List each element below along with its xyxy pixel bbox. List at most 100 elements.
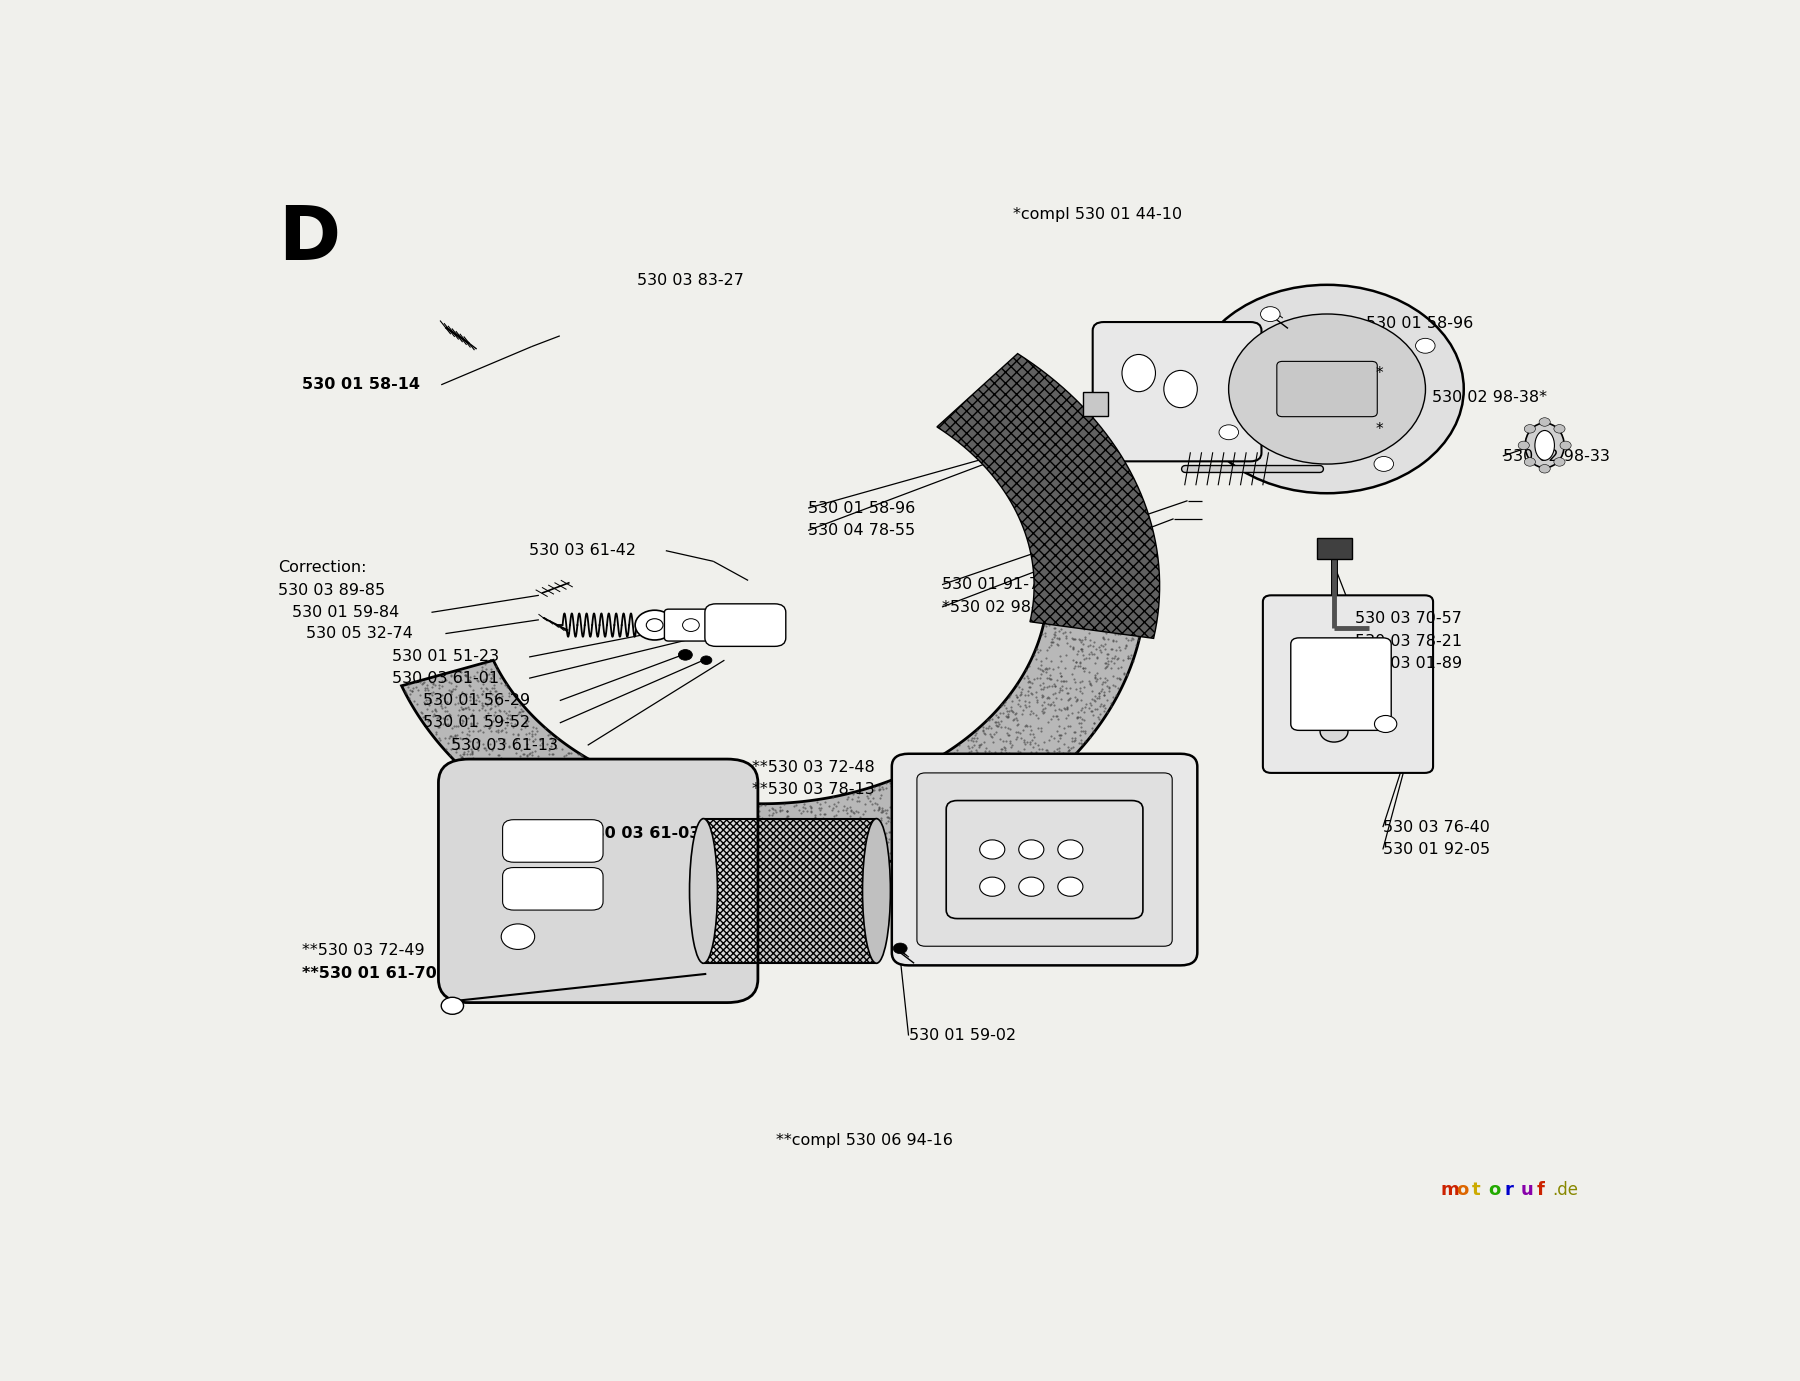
Point xyxy=(1130,557,1159,579)
Point xyxy=(869,830,898,852)
Point xyxy=(475,682,504,704)
Point xyxy=(446,661,475,684)
Point xyxy=(886,841,914,863)
Point xyxy=(1060,562,1089,584)
Point xyxy=(691,791,720,813)
FancyBboxPatch shape xyxy=(891,754,1197,965)
Point xyxy=(488,761,517,783)
Point xyxy=(472,706,500,728)
Point xyxy=(1060,686,1089,708)
Text: t: t xyxy=(1472,1181,1481,1199)
Point xyxy=(713,849,742,871)
Point xyxy=(1046,699,1075,721)
Text: 530 03 01-89: 530 03 01-89 xyxy=(1355,656,1462,671)
Point xyxy=(770,851,799,873)
Point xyxy=(997,689,1026,711)
Point xyxy=(749,822,778,844)
Point xyxy=(697,842,725,865)
Point xyxy=(747,822,776,844)
Point xyxy=(1058,536,1087,558)
Point xyxy=(873,807,902,829)
Point xyxy=(1118,644,1147,666)
Point xyxy=(1067,615,1096,637)
Point xyxy=(518,742,547,764)
Point xyxy=(1040,621,1069,644)
Point xyxy=(466,754,495,776)
Point xyxy=(666,830,695,852)
Point xyxy=(668,844,697,866)
Point xyxy=(830,795,859,818)
Point xyxy=(1062,461,1091,483)
Point xyxy=(1100,573,1129,595)
Point xyxy=(1082,537,1111,559)
Point xyxy=(500,773,529,795)
Point xyxy=(585,780,614,802)
Point xyxy=(686,807,715,829)
Point xyxy=(1094,677,1123,699)
Point xyxy=(1057,577,1085,599)
Point xyxy=(877,811,905,833)
Point xyxy=(1109,497,1138,519)
Point xyxy=(549,769,578,791)
Point xyxy=(779,795,808,818)
Point xyxy=(682,853,711,876)
Point xyxy=(985,755,1013,778)
Point xyxy=(605,812,634,834)
Point xyxy=(491,673,520,695)
Point xyxy=(475,758,504,780)
Point xyxy=(562,808,590,830)
Point xyxy=(835,849,864,871)
Point xyxy=(779,837,808,859)
Point xyxy=(1064,476,1093,499)
Point xyxy=(1082,670,1111,692)
Point xyxy=(576,765,605,787)
Point xyxy=(1075,481,1103,503)
Point xyxy=(592,779,621,801)
Point xyxy=(859,841,887,863)
Point xyxy=(860,841,889,863)
Point xyxy=(716,862,745,884)
Point xyxy=(821,815,850,837)
Point xyxy=(868,798,896,820)
Point xyxy=(1093,675,1121,697)
Point xyxy=(947,811,976,833)
Point xyxy=(457,703,486,725)
Point xyxy=(898,761,927,783)
Point xyxy=(545,787,574,809)
Point xyxy=(542,761,571,783)
Point xyxy=(1062,615,1091,637)
Point xyxy=(1089,671,1118,693)
Point xyxy=(538,791,567,813)
Point xyxy=(959,728,988,750)
Point xyxy=(1089,492,1118,514)
Point xyxy=(1091,446,1120,468)
Ellipse shape xyxy=(1525,423,1564,468)
Point xyxy=(909,818,938,840)
Point xyxy=(479,674,508,696)
Point xyxy=(682,824,711,847)
Point xyxy=(797,822,826,844)
Point xyxy=(985,797,1013,819)
Point xyxy=(963,751,992,773)
Point xyxy=(1024,657,1053,679)
Point xyxy=(979,722,1008,744)
Point xyxy=(1075,490,1103,512)
Point xyxy=(1040,740,1069,762)
Point xyxy=(1085,584,1114,606)
Point xyxy=(616,807,644,829)
Point xyxy=(457,743,486,765)
Point xyxy=(887,809,916,831)
Point xyxy=(686,856,715,878)
Point xyxy=(902,764,931,786)
Point xyxy=(911,800,940,822)
Point xyxy=(608,812,637,834)
Point xyxy=(650,816,679,838)
Point xyxy=(878,809,907,831)
Point xyxy=(873,830,902,852)
Point xyxy=(985,784,1013,807)
Point xyxy=(1035,688,1064,710)
Point xyxy=(776,853,805,876)
Point xyxy=(918,805,947,827)
Point xyxy=(963,789,992,811)
Point xyxy=(1006,722,1035,744)
